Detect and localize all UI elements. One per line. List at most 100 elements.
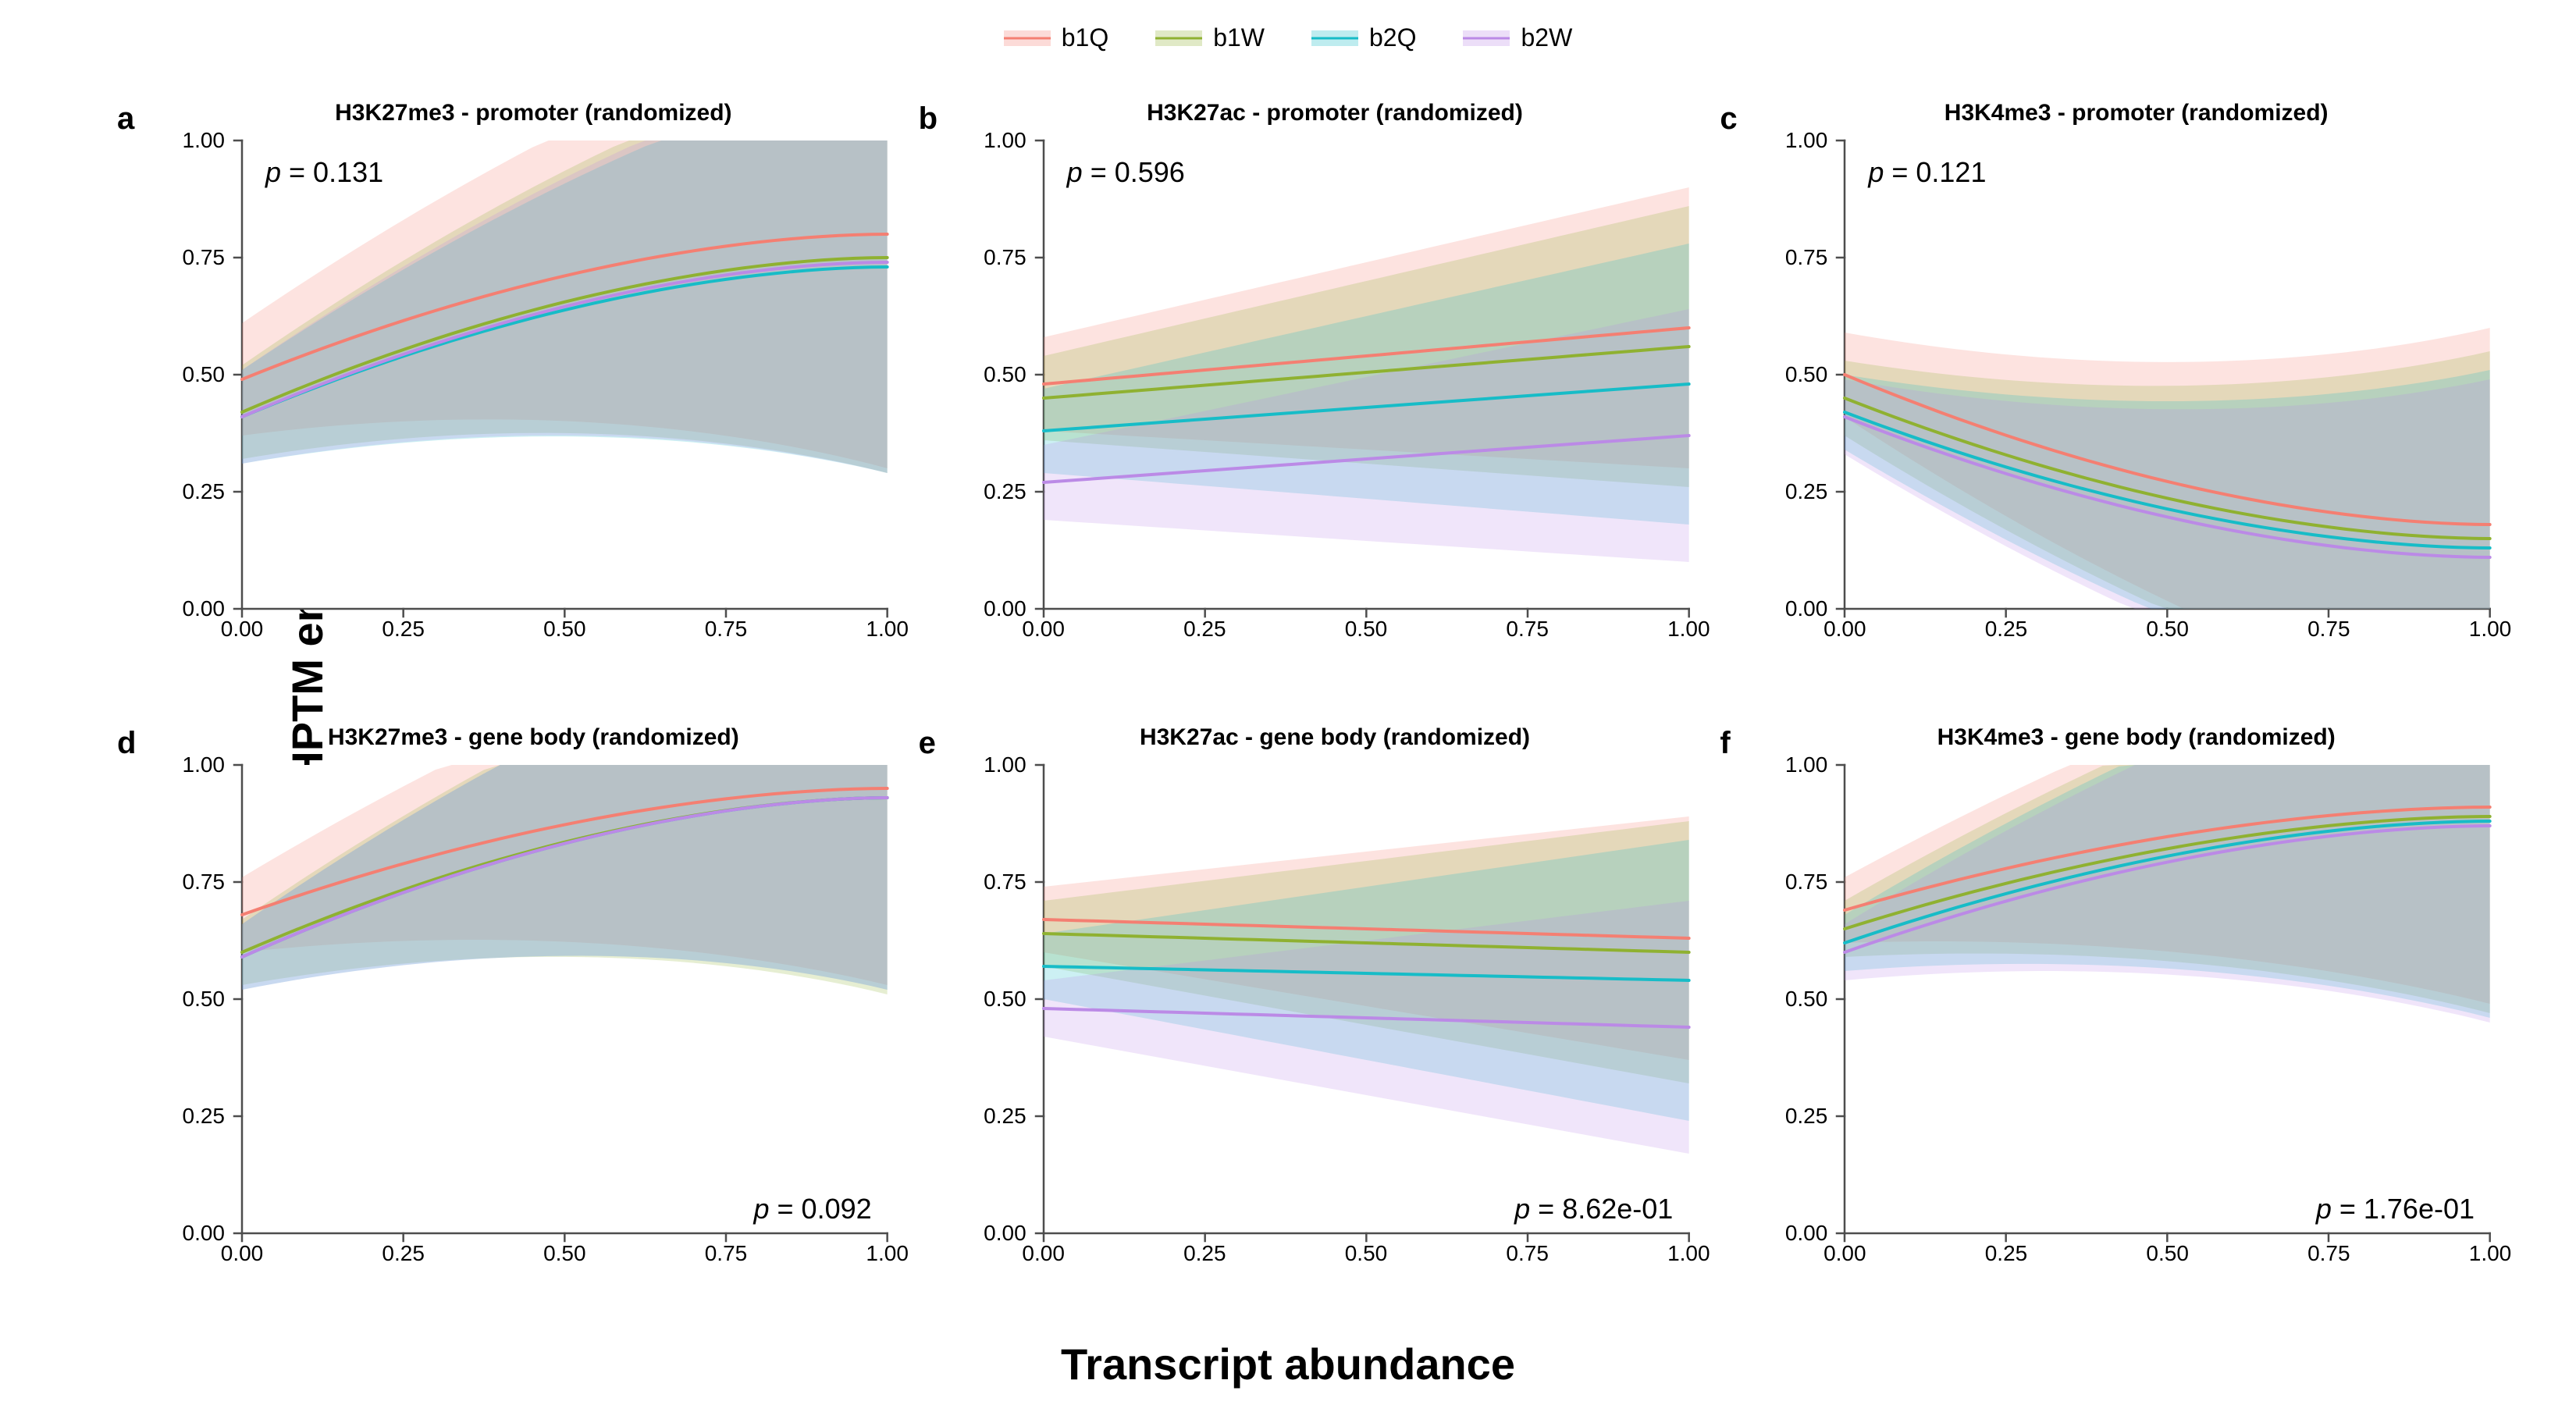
y-tick-label: 0.00 [1785, 596, 1828, 621]
y-tick-label: 1.00 [1785, 128, 1828, 153]
y-tick-label: 0.00 [984, 1221, 1026, 1246]
y-tick-label: 0.00 [183, 596, 226, 621]
y-ticks: 0.000.250.500.751.00 [958, 140, 1036, 609]
panel-title: H3K27ac - gene body (randomized) [958, 724, 1713, 751]
x-tick-label: 0.50 [543, 617, 586, 642]
plot-svg [1845, 140, 2490, 609]
y-tick-label: 0.25 [183, 1104, 226, 1129]
x-ticks: 0.000.250.500.751.00 [1044, 617, 1689, 648]
x-tick-label: 1.00 [866, 1241, 909, 1266]
y-tick-label: 0.75 [183, 870, 226, 895]
panel-title: H3K27ac - promoter (randomized) [958, 100, 1713, 126]
x-tick-label: 0.00 [1022, 1241, 1065, 1266]
legend-item-b1W: b1W [1155, 23, 1265, 52]
p-value: p = 0.092 [754, 1193, 872, 1225]
x-tick-label: 1.00 [2469, 1241, 2512, 1266]
legend-swatch [1004, 30, 1051, 46]
y-ticks: 0.000.250.500.751.00 [1759, 765, 1837, 1233]
p-value: p = 1.76e-01 [2316, 1193, 2475, 1225]
x-tick-label: 1.00 [2469, 617, 2512, 642]
y-tick-label: 1.00 [984, 752, 1026, 777]
y-tick-label: 0.00 [183, 1221, 226, 1246]
y-tick-label: 0.25 [183, 479, 226, 504]
panel-a: aH3K27me3 - promoter (randomized)0.000.2… [156, 94, 911, 687]
panel-d: dH3K27me3 - gene body (randomized)0.000.… [156, 718, 911, 1311]
x-ticks: 0.000.250.500.751.00 [1845, 1241, 2490, 1272]
plot-svg [1044, 140, 1689, 609]
panel-label: a [117, 101, 134, 137]
legend-item-b2W: b2W [1463, 23, 1572, 52]
y-tick-label: 1.00 [183, 752, 226, 777]
panel-f: fH3K4me3 - gene body (randomized)0.000.2… [1759, 718, 2514, 1311]
panel-label: d [117, 726, 136, 761]
x-tick-label: 0.25 [1985, 1241, 2028, 1266]
y-tick-label: 0.75 [1785, 870, 1828, 895]
legend-swatch [1311, 30, 1358, 46]
legend-item-b2Q: b2Q [1311, 23, 1416, 52]
plot-svg [1845, 765, 2490, 1233]
x-tick-label: 1.00 [866, 617, 909, 642]
legend: b1Q b1W b2Q b2W [0, 23, 2576, 52]
panel-b: bH3K27ac - promoter (randomized)0.000.25… [958, 94, 1713, 687]
plot-area [1845, 140, 2490, 609]
legend-label: b2W [1521, 23, 1572, 52]
x-tick-label: 0.75 [1506, 617, 1549, 642]
legend-item-b1Q: b1Q [1004, 23, 1108, 52]
y-ticks: 0.000.250.500.751.00 [156, 140, 234, 609]
figure-root: b1Qb1Wb2Qb2W Predicted HPTM enrichment T… [0, 0, 2576, 1405]
legend-swatch [1155, 30, 1202, 46]
y-ticks: 0.000.250.500.751.00 [156, 765, 234, 1233]
p-value: p = 0.131 [265, 156, 383, 189]
y-tick-label: 0.00 [984, 596, 1026, 621]
x-tick-label: 0.50 [1345, 617, 1388, 642]
y-tick-label: 0.50 [984, 362, 1026, 387]
y-tick-label: 0.50 [1785, 362, 1828, 387]
x-tick-label: 0.75 [705, 617, 748, 642]
y-tick-label: 1.00 [1785, 752, 1828, 777]
p-value: p = 0.596 [1067, 156, 1185, 189]
x-ticks: 0.000.250.500.751.00 [1845, 617, 2490, 648]
panel-label: c [1720, 101, 1737, 137]
x-tick-label: 1.00 [1667, 1241, 1710, 1266]
x-tick-label: 0.25 [382, 617, 425, 642]
x-tick-label: 0.50 [2146, 617, 2189, 642]
x-tick-label: 0.50 [543, 1241, 586, 1266]
panel-label: e [919, 726, 936, 761]
legend-label: b2Q [1369, 23, 1416, 52]
y-tick-label: 0.75 [183, 245, 226, 270]
p-value: p = 8.62e-01 [1514, 1193, 1673, 1225]
legend-label: b1W [1213, 23, 1265, 52]
y-tick-label: 0.50 [984, 987, 1026, 1012]
plot-svg [242, 140, 888, 609]
plot-area [1044, 765, 1689, 1233]
panel-e: eH3K27ac - gene body (randomized)0.000.2… [958, 718, 1713, 1311]
x-tick-label: 0.50 [2146, 1241, 2189, 1266]
y-tick-label: 0.25 [1785, 1104, 1828, 1129]
y-tick-label: 0.75 [984, 870, 1026, 895]
plot-area [242, 765, 888, 1233]
plot-svg [1044, 765, 1689, 1233]
plot-area [242, 140, 888, 609]
legend-label: b1Q [1062, 23, 1108, 52]
ci-ribbon-b2W [1845, 765, 2490, 1023]
y-tick-label: 0.25 [984, 479, 1026, 504]
x-tick-label: 0.50 [1345, 1241, 1388, 1266]
panel-title: H3K27me3 - gene body (randomized) [156, 724, 911, 751]
y-tick-label: 0.75 [984, 245, 1026, 270]
x-ticks: 0.000.250.500.751.00 [242, 617, 888, 648]
x-tick-label: 0.00 [1823, 617, 1866, 642]
x-tick-label: 0.75 [2307, 1241, 2350, 1266]
x-tick-label: 0.00 [221, 617, 264, 642]
x-tick-label: 0.00 [1022, 617, 1065, 642]
x-tick-label: 0.75 [2307, 617, 2350, 642]
x-ticks: 0.000.250.500.751.00 [1044, 1241, 1689, 1272]
x-tick-label: 0.25 [1183, 1241, 1226, 1266]
x-tick-label: 0.00 [1823, 1241, 1866, 1266]
x-ticks: 0.000.250.500.751.00 [242, 1241, 888, 1272]
y-tick-label: 0.50 [183, 362, 226, 387]
legend-swatch [1463, 30, 1510, 46]
panel-c: cH3K4me3 - promoter (randomized)0.000.25… [1759, 94, 2514, 687]
x-tick-label: 0.25 [382, 1241, 425, 1266]
plot-area [1044, 140, 1689, 609]
x-tick-label: 0.00 [221, 1241, 264, 1266]
